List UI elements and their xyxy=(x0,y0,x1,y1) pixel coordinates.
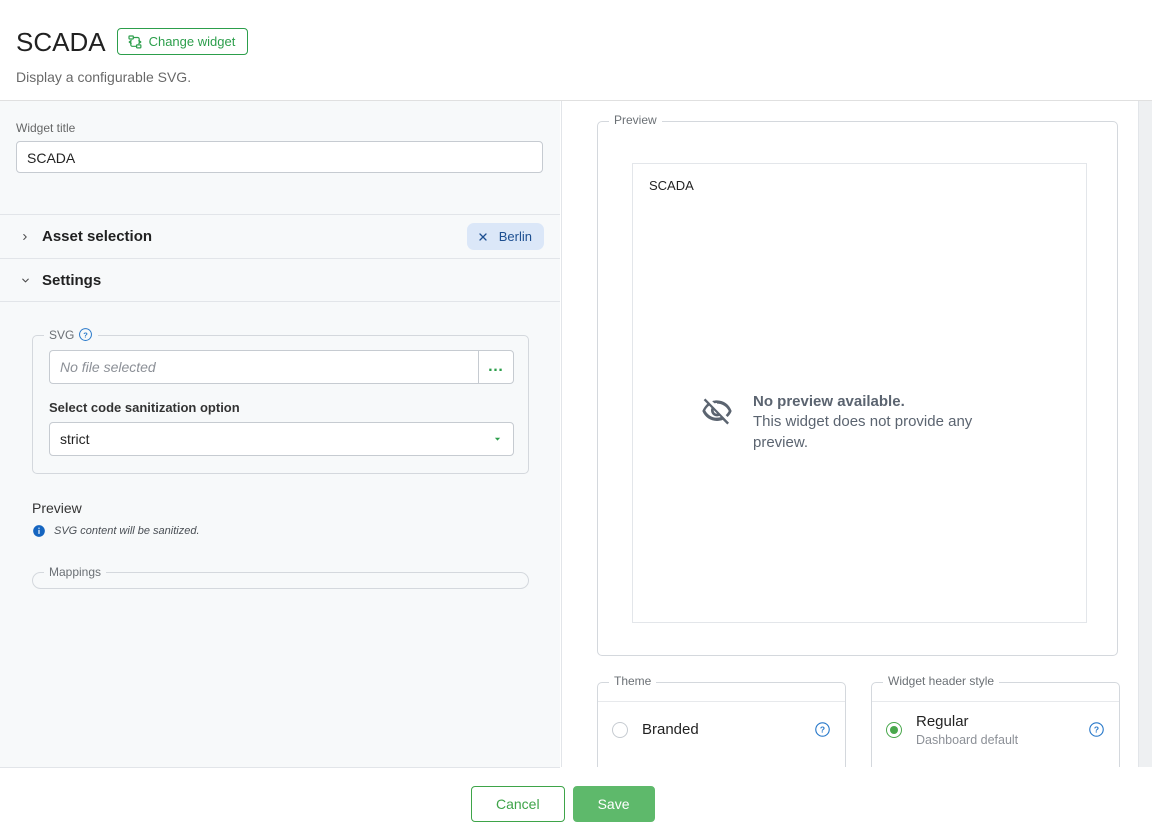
svg-text:?: ? xyxy=(84,330,89,339)
svg-text:?: ? xyxy=(1094,725,1099,735)
svg-text:?: ? xyxy=(820,725,825,735)
